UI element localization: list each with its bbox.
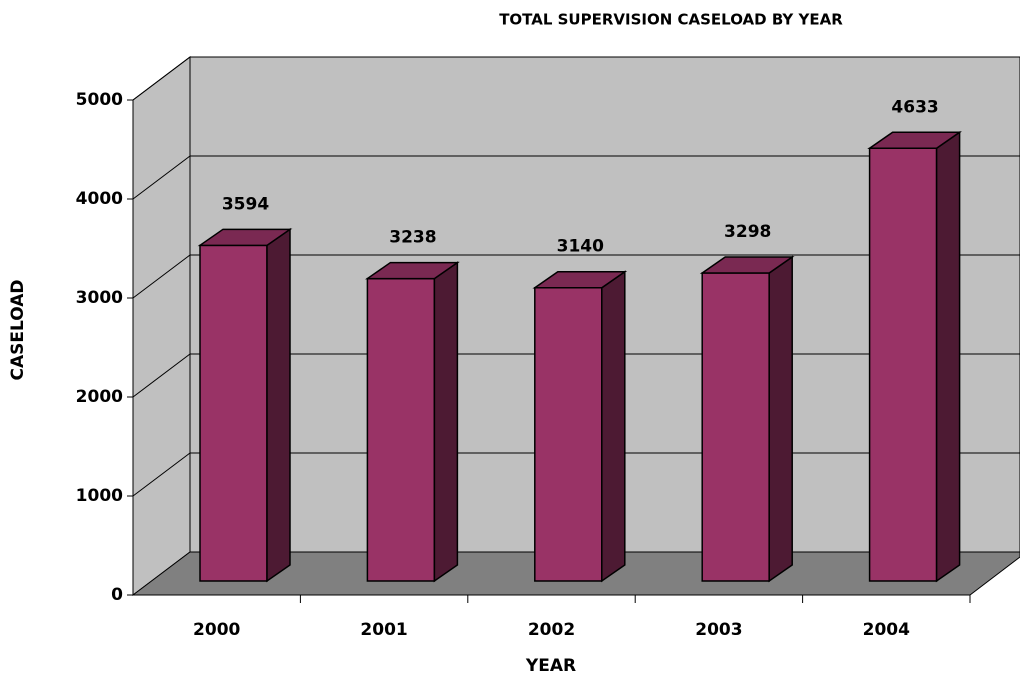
bar-side	[768, 255, 793, 583]
value-label: 4633	[891, 97, 938, 117]
value-label: 3238	[389, 228, 436, 248]
bar-top	[197, 228, 293, 247]
bar-front	[199, 244, 268, 582]
bar	[365, 261, 460, 583]
bar-side	[935, 130, 961, 583]
x-tick-label: 2001	[360, 620, 407, 640]
bar-side	[433, 261, 459, 583]
x-tick-label: 2002	[528, 620, 575, 640]
bar-top	[532, 270, 628, 289]
bar-top	[365, 261, 460, 280]
y-tick-label: 4000	[76, 189, 123, 209]
grid-line	[132, 353, 191, 398]
x-tick-label: 2003	[695, 620, 742, 640]
bar-top	[699, 256, 795, 274]
bar	[197, 227, 293, 583]
x-tick-label: 2004	[863, 620, 910, 640]
bar-side	[601, 270, 626, 583]
grid-line	[132, 56, 191, 101]
bar-front	[701, 272, 770, 582]
bar-side	[266, 227, 291, 583]
y-tick-label: 1000	[76, 486, 123, 506]
y-axis-title: CASELOAD	[8, 280, 28, 381]
value-label: 3298	[724, 222, 771, 242]
chart-title: TOTAL SUPERVISION CASELOAD BY YEAR	[499, 11, 843, 29]
bar-front	[868, 147, 938, 582]
bar	[867, 130, 962, 583]
y-tick-label: 5000	[76, 90, 123, 110]
y-tick-label: 3000	[76, 288, 123, 308]
x-tick-label: 2000	[193, 620, 240, 640]
bar-front	[534, 286, 603, 582]
bar-front	[366, 277, 436, 582]
x-axis-title: YEAR	[525, 656, 576, 676]
value-label: 3140	[557, 237, 604, 257]
bar-top	[867, 131, 962, 150]
bar	[699, 255, 795, 583]
side-wall	[132, 55, 191, 597]
y-tick-label: 0	[111, 585, 123, 605]
value-label: 3594	[222, 194, 269, 214]
grid-line	[132, 155, 191, 200]
y-tick-label: 2000	[76, 387, 123, 407]
grid-line	[132, 452, 191, 497]
grid-line	[132, 254, 191, 299]
bar	[532, 270, 628, 583]
